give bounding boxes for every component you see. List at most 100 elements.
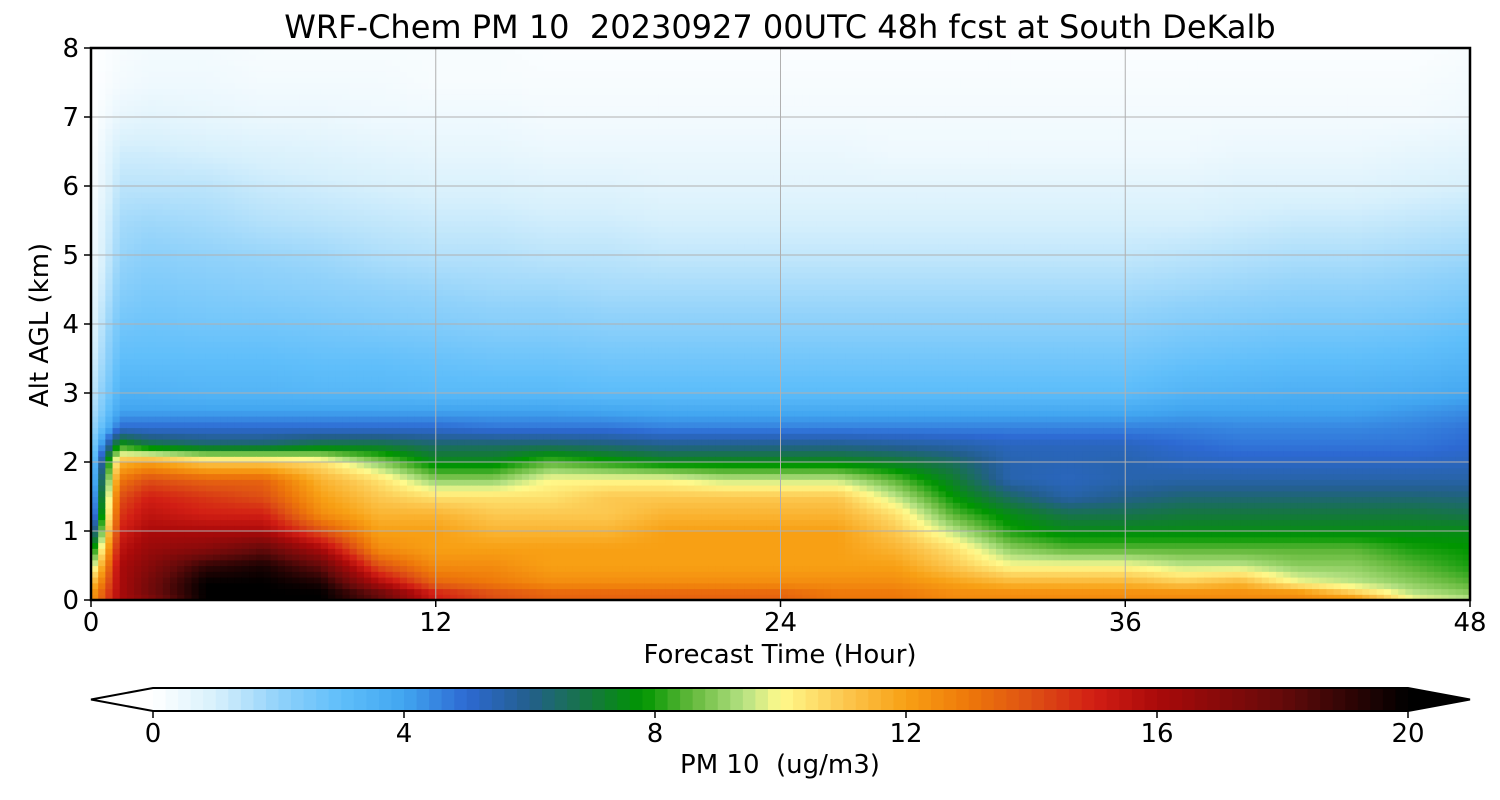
heatmap-cell — [177, 71, 185, 78]
heatmap-cell — [407, 473, 415, 480]
heatmap-cell — [155, 191, 164, 199]
heatmap-cell — [284, 485, 293, 492]
heatmap-cell — [450, 421, 458, 429]
heatmap-cell — [270, 220, 279, 227]
heatmap-cell — [227, 203, 236, 210]
heatmap-cell — [98, 421, 106, 429]
heatmap-cell — [141, 352, 150, 360]
heatmap-cell — [284, 283, 293, 291]
heatmap-cell — [450, 111, 458, 118]
heatmap-cell — [342, 462, 351, 469]
heatmap-cell — [306, 203, 315, 210]
heatmap-cell — [284, 99, 293, 107]
heatmap-cell — [263, 283, 272, 291]
heatmap-cell — [442, 531, 451, 538]
heatmap-cell — [378, 214, 387, 222]
heatmap-cell — [155, 59, 164, 66]
heatmap-cell — [356, 266, 365, 273]
heatmap-cell — [263, 249, 272, 256]
heatmap-cell — [349, 82, 358, 89]
heatmap-cell — [98, 71, 106, 78]
heatmap-cell — [241, 157, 250, 164]
heatmap-cell — [263, 536, 272, 544]
heatmap-cell — [335, 370, 343, 377]
heatmap-cell — [184, 496, 193, 503]
heatmap-cell — [299, 571, 308, 578]
heatmap-cell — [170, 439, 178, 446]
heatmap-cell — [442, 410, 451, 417]
heatmap-cell — [421, 145, 430, 153]
heatmap-cell — [184, 214, 193, 222]
heatmap-cell — [162, 94, 171, 101]
heatmap-cell — [414, 456, 422, 463]
heatmap-cell — [112, 456, 121, 463]
heatmap-cell — [399, 358, 408, 365]
heatmap-cell — [306, 174, 315, 181]
heatmap-cell — [249, 393, 257, 400]
heatmap-cell — [450, 525, 458, 532]
heatmap-cell — [98, 48, 106, 55]
heatmap-cell — [356, 594, 365, 601]
heatmap-cell — [263, 232, 272, 239]
heatmap-cell — [184, 439, 193, 446]
heatmap-cell — [349, 278, 358, 285]
heatmap-cell — [378, 117, 387, 124]
heatmap-cell — [385, 203, 394, 210]
heatmap-cell — [363, 490, 372, 498]
heatmap-cell — [421, 220, 430, 227]
heatmap-cell — [227, 312, 236, 319]
heatmap-cell — [112, 410, 121, 417]
heatmap-cell — [213, 525, 221, 532]
heatmap-cell — [256, 502, 264, 509]
heatmap-cell — [349, 496, 358, 503]
heatmap-cell — [356, 588, 365, 595]
heatmap-cell — [378, 306, 387, 314]
heatmap-cell — [299, 347, 308, 354]
heatmap-cell — [234, 490, 243, 498]
heatmap-cell — [141, 536, 150, 544]
heatmap-cell — [241, 289, 250, 296]
heatmap-cell — [328, 59, 336, 66]
heatmap-cell — [98, 324, 106, 331]
heatmap-cell — [191, 295, 200, 302]
heatmap-cell — [407, 347, 415, 354]
heatmap-cell — [284, 59, 293, 66]
heatmap-cell — [392, 404, 401, 411]
heatmap-cell — [112, 347, 121, 354]
heatmap-cell — [313, 111, 322, 118]
heatmap-cell — [356, 479, 365, 486]
heatmap-cell — [205, 502, 214, 509]
heatmap-cell — [141, 105, 150, 112]
heatmap-cell — [213, 513, 221, 521]
heatmap-cell — [112, 519, 121, 526]
heatmap-cell — [148, 306, 157, 314]
heatmap-cell — [277, 266, 286, 273]
heatmap-cell — [162, 180, 171, 187]
heatmap-cell — [170, 134, 178, 141]
heatmap-cell — [249, 134, 257, 141]
heatmap-cell — [162, 324, 171, 331]
heatmap-cell — [306, 496, 315, 503]
heatmap-cell — [227, 197, 236, 204]
heatmap-cell — [421, 387, 430, 394]
heatmap-cell — [91, 421, 99, 429]
heatmap-cell — [155, 99, 164, 107]
heatmap-cell — [299, 542, 308, 549]
heatmap-cell — [141, 283, 150, 291]
heatmap-cell — [363, 456, 372, 463]
heatmap-cell — [457, 358, 466, 365]
heatmap-cell — [126, 358, 135, 365]
heatmap-cell — [134, 88, 142, 95]
heatmap-cell — [227, 588, 236, 595]
heatmap-cell — [464, 594, 473, 601]
heatmap-cell — [299, 191, 308, 199]
heatmap-cell — [428, 318, 437, 325]
heatmap-cell — [177, 249, 185, 256]
heatmap-cell — [363, 571, 372, 578]
heatmap-cell — [91, 134, 99, 141]
heatmap-cell — [205, 358, 214, 365]
heatmap-cell — [435, 462, 444, 469]
heatmap-cell — [356, 283, 365, 291]
heatmap-cell — [392, 65, 401, 72]
heatmap-cell — [256, 427, 264, 434]
